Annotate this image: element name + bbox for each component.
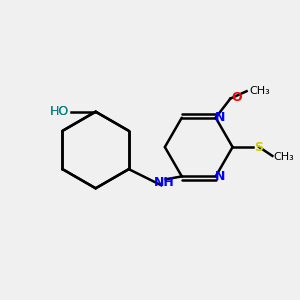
Text: CH₃: CH₃ (274, 152, 295, 162)
Text: HO: HO (50, 105, 69, 118)
Text: O: O (232, 91, 242, 103)
Text: NH: NH (154, 176, 175, 189)
Text: S: S (254, 141, 263, 154)
Text: CH₃: CH₃ (250, 86, 270, 96)
Text: HO: HO (50, 105, 69, 118)
Text: N: N (215, 111, 225, 124)
Text: N: N (215, 170, 225, 183)
